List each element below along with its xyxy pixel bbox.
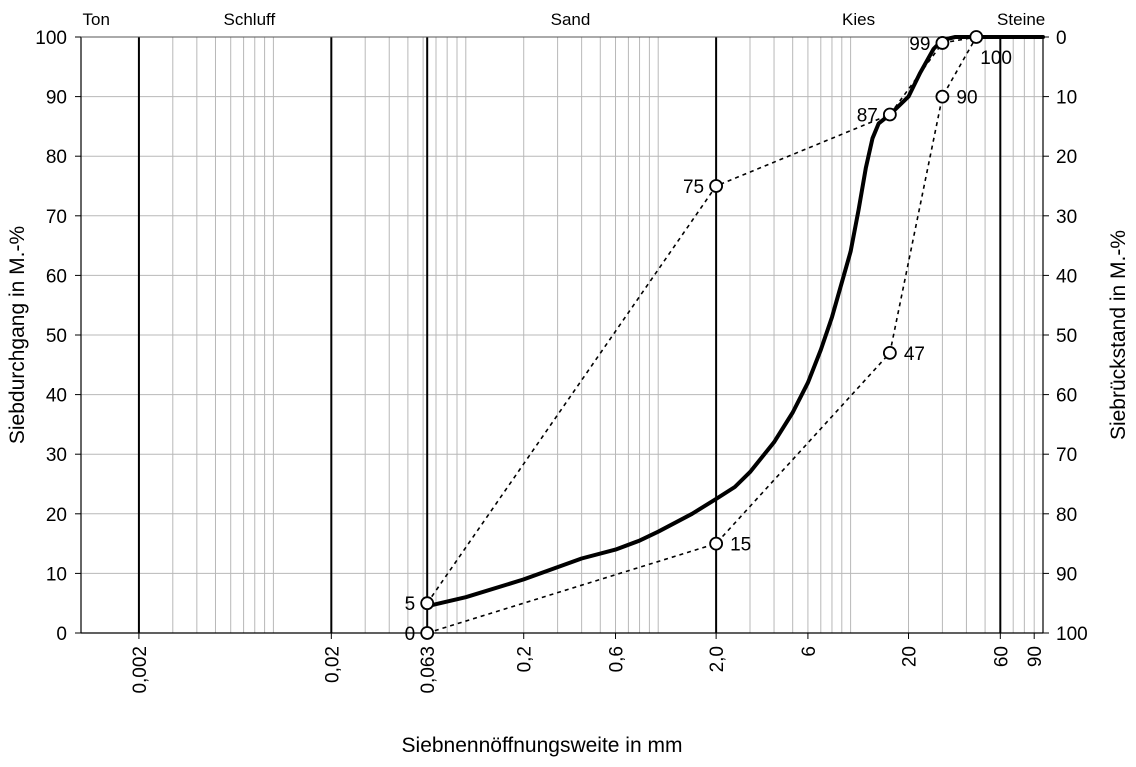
- zone-label: Kies: [842, 10, 875, 29]
- data-point-marker: [935, 89, 950, 104]
- zone-label: Sand: [551, 10, 591, 29]
- data-label: 0: [405, 624, 416, 645]
- x-tick-label: 0,063: [418, 646, 439, 694]
- y-tick-label: 40: [46, 386, 67, 407]
- zone-label: Ton: [83, 10, 110, 29]
- y-axis-title-left: Siebdurchgang in M.-%: [6, 226, 29, 444]
- data-label: 15: [730, 535, 751, 556]
- y-tick-label: 70: [46, 207, 67, 228]
- zone-boundaries: [137, 37, 1002, 633]
- axes: 0102030405060708090100100908070605040302…: [35, 10, 1087, 694]
- data-point-marker: [420, 596, 435, 611]
- x-tick-label: 0,002: [130, 646, 151, 694]
- y-tick-label: 30: [46, 445, 67, 466]
- y-tick-label: 100: [35, 28, 67, 49]
- data-point-marker: [709, 179, 724, 193]
- data-label: 100: [980, 48, 1012, 69]
- data-point-marker: [882, 107, 897, 122]
- y2-tick-label: 50: [1056, 326, 1077, 347]
- data-label: 90: [956, 88, 977, 109]
- x-tick-label: 0,2: [515, 646, 536, 672]
- x-tick-label: 90: [1025, 646, 1046, 667]
- x-tick-label: 6: [799, 646, 820, 657]
- y-tick-label: 60: [46, 266, 67, 287]
- y-tick-label: 10: [46, 564, 67, 585]
- data-label: 47: [904, 344, 925, 365]
- zone-label: Schluff: [224, 10, 276, 29]
- x-axis-title: Siebnennöffnungsweite in mm: [402, 734, 683, 757]
- y-tick-label: 20: [46, 505, 67, 526]
- zone-label: Steine: [997, 10, 1045, 29]
- data-point-marker: [969, 30, 984, 44]
- data-point-marker: [935, 36, 950, 50]
- y2-tick-label: 40: [1056, 266, 1077, 287]
- x-tick-label: 2,0: [707, 646, 728, 672]
- y2-tick-label: 90: [1056, 564, 1077, 585]
- y2-tick-label: 60: [1056, 386, 1077, 407]
- y-tick-label: 0: [56, 624, 67, 645]
- x-tick-label: 0,02: [322, 646, 343, 683]
- y2-tick-label: 100: [1056, 624, 1088, 645]
- limit-curve-line-1: [426, 36, 977, 604]
- x-tick-label: 60: [991, 646, 1012, 667]
- x-tick-label: 0,6: [607, 646, 628, 672]
- y-tick-label: 50: [46, 326, 67, 347]
- y2-tick-label: 30: [1056, 207, 1077, 228]
- y2-tick-label: 80: [1056, 505, 1077, 526]
- data-point-marker: [882, 345, 897, 360]
- grading-curve-line: [425, 35, 1045, 609]
- y-tick-label: 90: [46, 88, 67, 109]
- data-label: 75: [683, 177, 704, 198]
- data-point-marker: [420, 626, 435, 640]
- y2-tick-label: 10: [1056, 88, 1077, 109]
- grid-layer: [80, 36, 1043, 634]
- y-tick-label: 80: [46, 147, 67, 168]
- y2-tick-label: 20: [1056, 147, 1077, 168]
- data-label: 87: [857, 105, 878, 126]
- y2-tick-label: 0: [1056, 28, 1067, 49]
- x-tick-label: 20: [900, 646, 921, 667]
- data-label: 99: [909, 34, 930, 55]
- y2-tick-label: 70: [1056, 445, 1077, 466]
- y-axis-title-right: Siebrückstand in M.-%: [1107, 230, 1130, 440]
- data-point-marker: [709, 536, 724, 551]
- data-label: 5: [405, 594, 416, 615]
